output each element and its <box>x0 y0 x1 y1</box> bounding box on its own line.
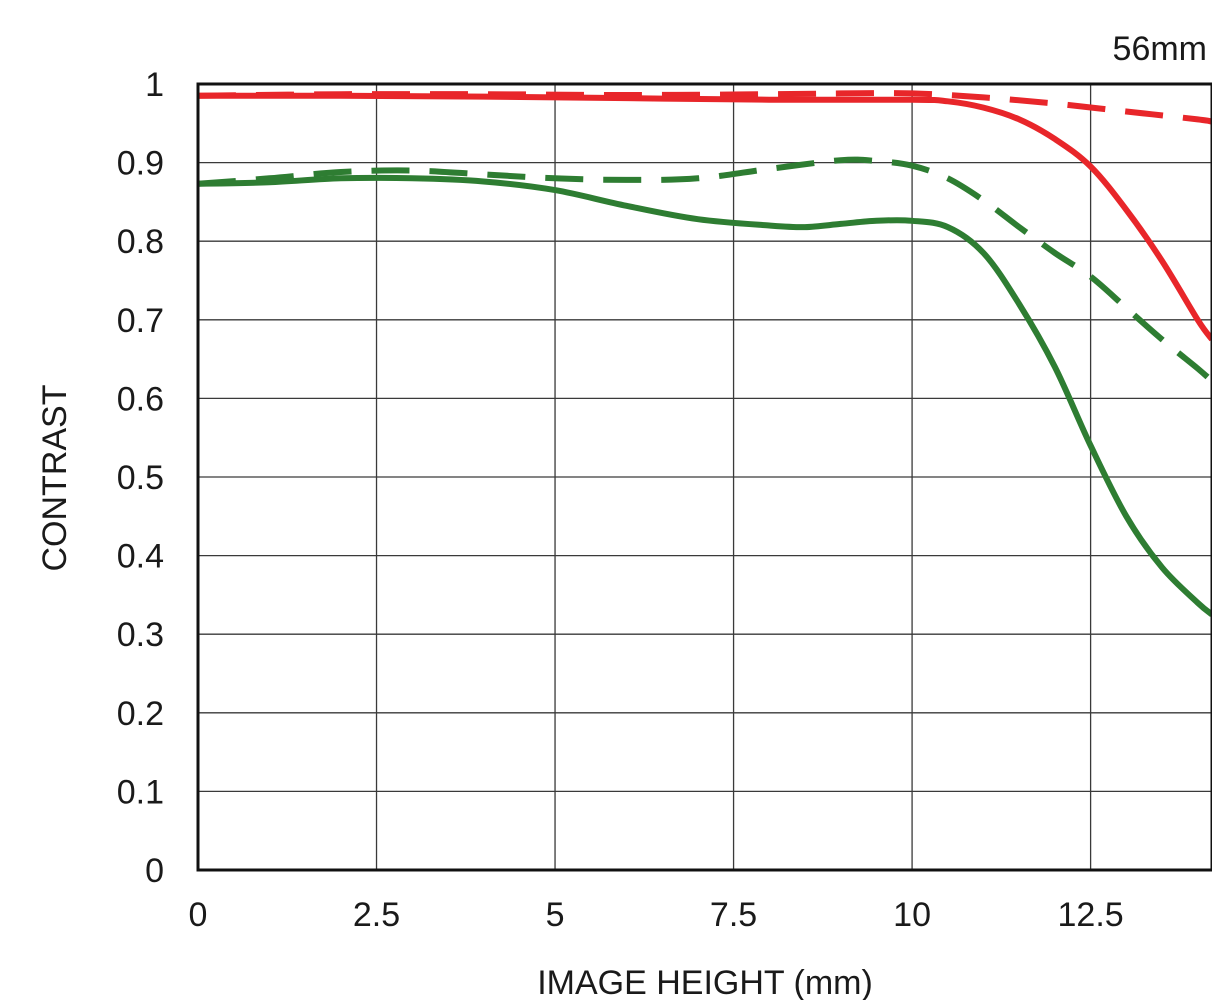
y-tick-labels: 0 0.1 0.2 0.3 0.4 0.5 0.6 0.7 0.8 0.9 1 <box>117 66 164 890</box>
y-tick-label: 1 <box>145 66 164 104</box>
y-tick-label: 0.9 <box>117 145 164 183</box>
y-tick-label: 0.3 <box>117 616 164 654</box>
series-line-green-dashed <box>197 156 1212 384</box>
grid-lines <box>197 83 1212 871</box>
x-tick-label: 7.5 <box>710 896 757 934</box>
y-tick-label: 0.2 <box>117 695 164 733</box>
series-lines <box>197 90 1212 617</box>
x-tick-label: 12.5 <box>1058 896 1124 934</box>
y-tick-label: 0.7 <box>117 302 164 340</box>
x-tick-label: 5 <box>546 896 565 934</box>
series-line-red-dashed <box>197 90 1212 125</box>
x-tick-label: 0 <box>189 896 208 934</box>
series-line-red-solid <box>197 92 1212 342</box>
x-axis-label: IMAGE HEIGHT (mm) <box>537 964 873 1000</box>
y-tick-label: 0.6 <box>117 380 164 418</box>
x-tick-label: 2.5 <box>353 896 400 934</box>
y-tick-label: 0.8 <box>117 223 164 261</box>
x-tick-labels: 0 2.5 5 7.5 10 12.5 <box>189 896 1124 934</box>
y-tick-label: 0.4 <box>117 538 164 576</box>
y-tick-label: 0 <box>145 852 164 890</box>
plot-frame <box>196 82 1212 872</box>
x-tick-label: 10 <box>893 896 931 934</box>
y-tick-label: 0.5 <box>117 459 164 497</box>
chart-title: 56mm <box>1113 30 1207 68</box>
y-axis-label: CONTRAST <box>36 385 74 572</box>
series-line-green-solid <box>197 174 1212 617</box>
y-tick-label: 0.1 <box>117 773 164 811</box>
